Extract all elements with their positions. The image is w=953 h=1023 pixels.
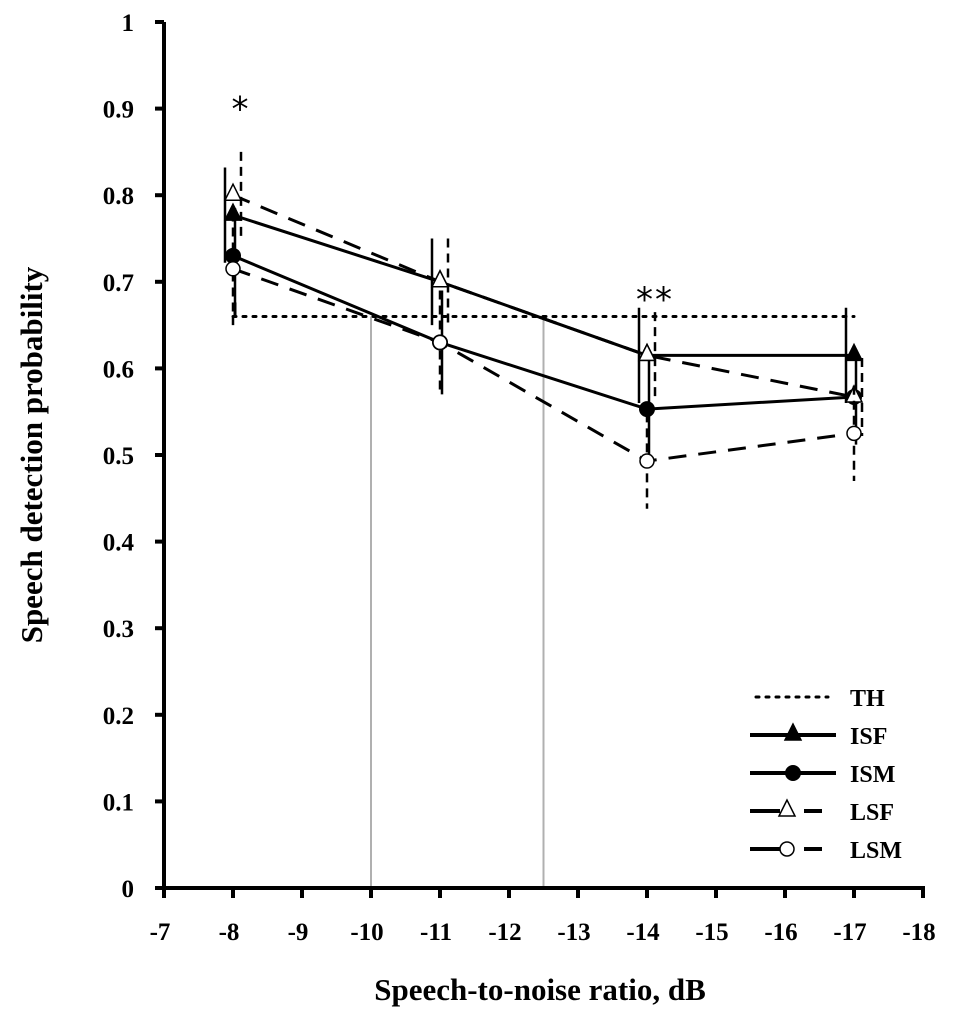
x-tick-label: -12 [488,919,521,946]
y-tick-label: 0.7 [103,270,134,297]
legend-label: TH [850,686,885,712]
x-tick-label: -17 [833,919,866,946]
series-th [231,302,856,318]
data-point [639,453,655,469]
y-tick-label: 0.4 [103,530,135,557]
legend-label: ISM [850,762,895,788]
series-line [232,254,855,411]
x-tick-label: -13 [557,919,590,946]
legend-marker [777,798,797,817]
data-point [432,334,448,351]
x-tick-label: -7 [150,919,171,946]
y-tick-label: 0.2 [103,703,134,730]
x-tick-label: -16 [764,919,797,946]
y-tick-label: 0.6 [103,356,134,383]
series-layer [223,151,864,509]
legend-label: LSM [850,838,902,864]
x-tick-label: -8 [219,919,240,946]
y-tick-label: 0.9 [103,97,134,124]
y-tick-label: 0 [122,876,135,903]
x-tick-label: -9 [288,919,309,946]
data-point [223,182,243,201]
x-tick-label: -18 [902,919,935,946]
legend-item-ism: ISM [750,762,895,788]
legend-item-lsm: LSM [750,838,902,864]
data-point [844,342,864,362]
legend-marker [785,765,801,781]
reference-lines [370,316,545,888]
significance-annotation: * [232,90,251,130]
x-tick-label: -10 [350,919,383,946]
annotations: *** [232,90,674,321]
legend-item-lsf: LSF [750,798,894,826]
series-lsm [225,212,862,509]
x-tick-label: -14 [626,919,660,946]
x-axis-title: Speech-to-noise ratio, dB [374,972,706,1007]
legend-marker [779,841,795,857]
data-point [225,261,241,277]
legend: TH ISF ISM LSF LSM [750,686,902,864]
series-lsf [223,151,864,436]
legend-marker [783,722,803,741]
axes: 0 0.1 0.2 0.3 0.4 0.5 0.6 0.7 0.8 0.9 1 -7 -8 -9 -10 -1… [103,10,936,946]
series-line [232,193,855,399]
data-point [637,342,657,362]
data-point [846,425,862,442]
data-point [430,269,450,288]
y-tick-label: 0.5 [103,443,134,470]
y-tick-label: 1 [122,10,135,37]
x-tick-label: -11 [420,919,452,946]
series-line [232,267,855,463]
x-tick-label: -15 [695,919,728,946]
legend-label: LSF [850,800,894,826]
legend-label: ISF [850,724,887,750]
legend-item-th: TH [754,686,885,712]
y-tick-label: 0.3 [103,616,134,643]
y-axis-title: Speech detection probability [14,266,49,643]
y-tick-label: 0.1 [103,789,134,816]
y-tick-label: 0.8 [103,183,134,210]
significance-annotation: ** [636,280,674,320]
legend-item-isf: ISF [750,722,887,750]
